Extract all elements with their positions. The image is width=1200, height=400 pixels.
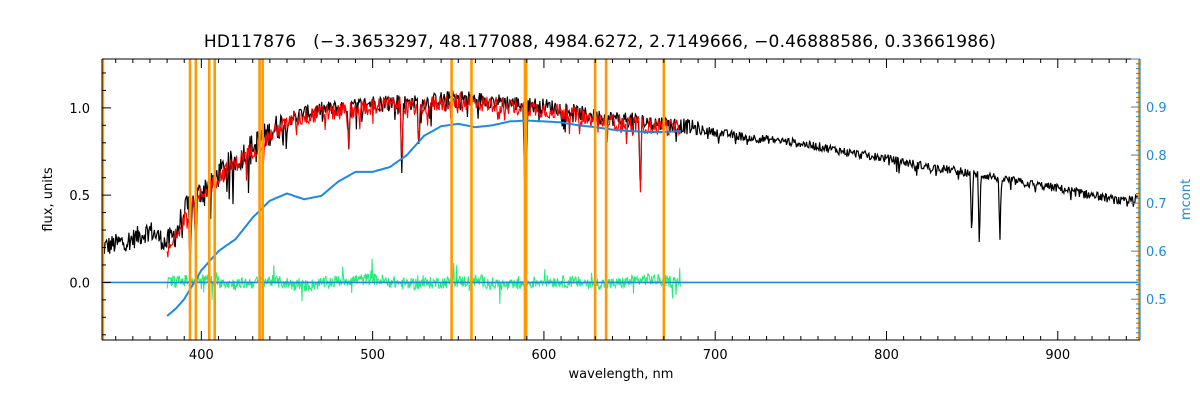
y-tick-label: 0.0 <box>69 276 90 291</box>
model-spectrum-line <box>166 90 681 258</box>
y2-tick-label: 0.9 <box>1146 101 1167 116</box>
y-axis-label: flux, units <box>41 167 56 232</box>
y2-tick-label: 0.5 <box>1146 293 1167 308</box>
y2-axis-label: mcont <box>1179 179 1194 220</box>
x-tick-label: 800 <box>874 348 899 363</box>
y2-tick-label: 0.6 <box>1146 245 1167 260</box>
observed-spectrum-line <box>102 90 1140 257</box>
x-tick-label: 500 <box>360 348 385 363</box>
residual-line <box>166 258 682 305</box>
x-tick-label: 700 <box>703 348 728 363</box>
y-tick-label: 1.0 <box>69 102 90 117</box>
y2-tick-label: 0.8 <box>1146 149 1167 164</box>
y-tick-label: 0.5 <box>69 189 90 204</box>
x-tick-label: 600 <box>532 348 557 363</box>
x-axis-label: wavelength, nm <box>569 367 674 382</box>
y2-tick-label: 0.7 <box>1146 197 1167 212</box>
chart-title: HD117876 (−3.3653297, 48.177088, 4984.62… <box>203 32 997 52</box>
x-tick-label: 900 <box>1045 348 1070 363</box>
x-tick-label: 400 <box>189 348 214 363</box>
